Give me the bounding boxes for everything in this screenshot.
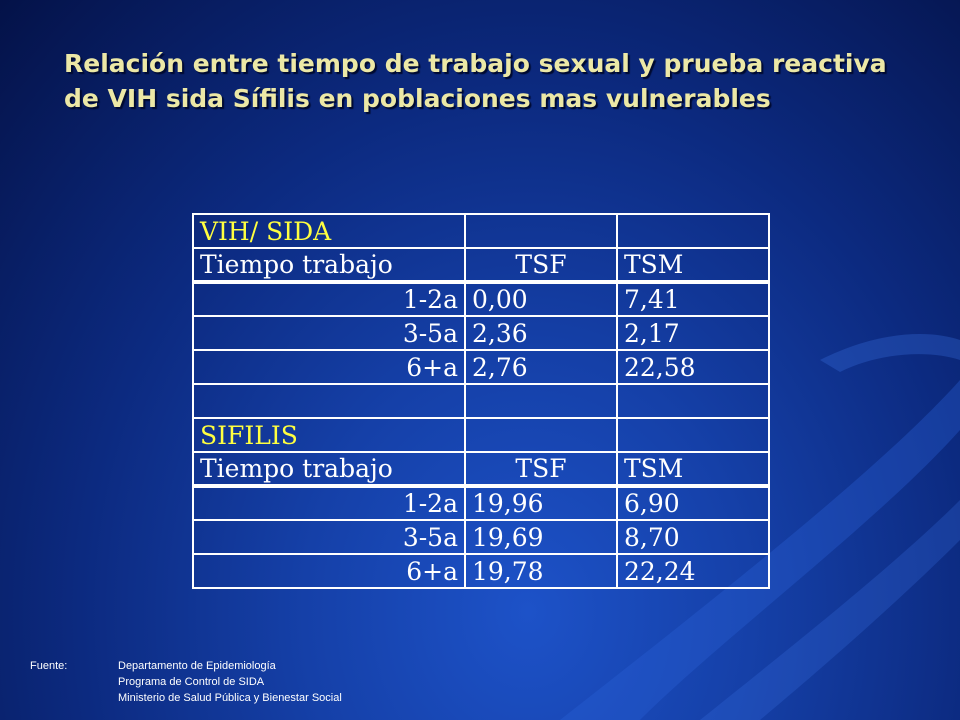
section-heading-vih: VIH/ SIDA bbox=[192, 213, 466, 249]
table-row: 6+a 19,78 22,24 bbox=[192, 553, 770, 589]
row-label: 6+a bbox=[192, 349, 466, 385]
table-cell bbox=[192, 383, 466, 419]
table-header-row: Tiempo trabajo TSF TSM bbox=[192, 247, 770, 284]
section-heading-sifilis: SIFILIS bbox=[192, 417, 466, 453]
table-cell: 22,24 bbox=[616, 553, 770, 589]
slide-title: Relación entre tiempo de trabajo sexual … bbox=[64, 49, 887, 113]
row-label: 1-2a bbox=[192, 485, 466, 521]
column-header-tsf: TSF bbox=[464, 247, 618, 284]
table-cell: 19,69 bbox=[464, 519, 618, 555]
table-cell bbox=[616, 213, 770, 249]
table-row: 3-5a 19,69 8,70 bbox=[192, 519, 770, 555]
column-header-tsf: TSF bbox=[464, 451, 618, 488]
column-header-tsm: TSM bbox=[616, 451, 770, 488]
table-cell bbox=[464, 417, 618, 453]
table-cell: 8,70 bbox=[616, 519, 770, 555]
table-row: 1-2a 19,96 6,90 bbox=[192, 485, 770, 521]
table-cell bbox=[464, 213, 618, 249]
row-label: 3-5a bbox=[192, 315, 466, 351]
source-line: Ministerio de Salud Pública y Bienestar … bbox=[118, 692, 342, 704]
table-cell: 2,76 bbox=[464, 349, 618, 385]
row-label: 6+a bbox=[192, 553, 466, 589]
table-cell: 0,00 bbox=[464, 281, 618, 317]
row-label: 1-2a bbox=[192, 281, 466, 317]
table-cell: 22,58 bbox=[616, 349, 770, 385]
table-cell bbox=[616, 383, 770, 419]
table-row-empty bbox=[192, 383, 770, 419]
table-cell: 19,78 bbox=[464, 553, 618, 589]
source-line: Departamento de Epidemiología bbox=[118, 660, 276, 672]
column-header-tiempo: Tiempo trabajo bbox=[192, 451, 466, 488]
source-line: Programa de Control de SIDA bbox=[118, 676, 265, 688]
table-cell: 2,17 bbox=[616, 315, 770, 351]
table-cell: 2,36 bbox=[464, 315, 618, 351]
table-row: SIFILIS bbox=[192, 417, 770, 453]
table-row: VIH/ SIDA bbox=[192, 213, 770, 249]
column-header-tiempo: Tiempo trabajo bbox=[192, 247, 466, 284]
source-lines: Departamento de Epidemiología Programa d… bbox=[118, 658, 342, 706]
table-cell: 7,41 bbox=[616, 281, 770, 317]
table-cell bbox=[464, 383, 618, 419]
table-cell: 6,90 bbox=[616, 485, 770, 521]
table-row: 3-5a 2,36 2,17 bbox=[192, 315, 770, 351]
table-cell bbox=[616, 417, 770, 453]
table-row: 1-2a 0,00 7,41 bbox=[192, 281, 770, 317]
data-table: VIH/ SIDA Tiempo trabajo TSF TSM 1-2a 0,… bbox=[192, 213, 770, 589]
table-cell: 19,96 bbox=[464, 485, 618, 521]
source-label: Fuente: bbox=[30, 660, 68, 672]
table-header-row: Tiempo trabajo TSF TSM bbox=[192, 451, 770, 488]
table-row: 6+a 2,76 22,58 bbox=[192, 349, 770, 385]
row-label: 3-5a bbox=[192, 519, 466, 555]
column-header-tsm: TSM bbox=[616, 247, 770, 284]
